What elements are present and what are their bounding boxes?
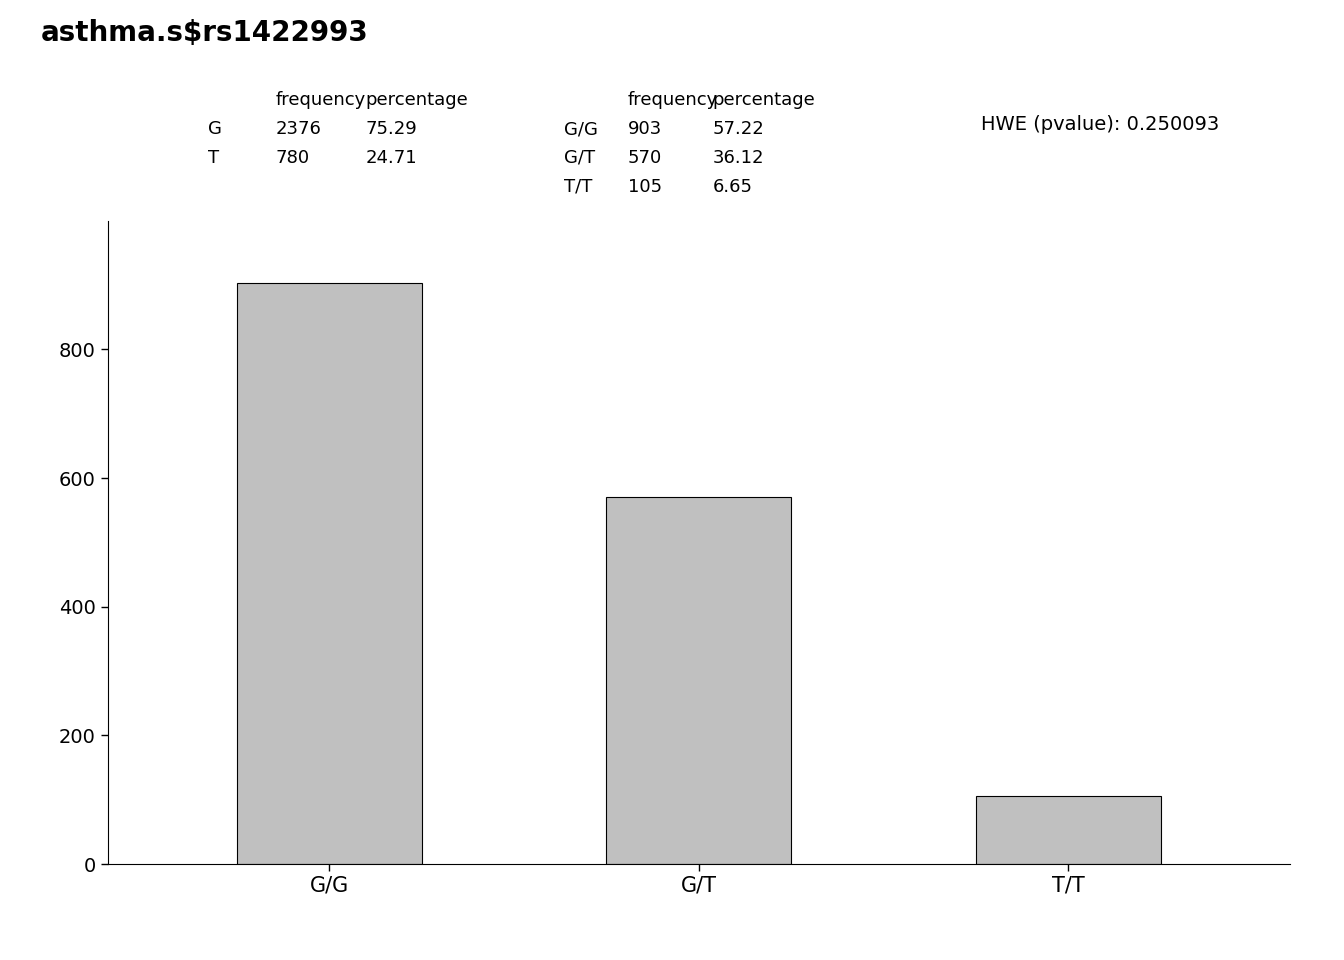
Text: frequency: frequency: [628, 91, 718, 109]
Text: asthma.s$rs1422993: asthma.s$rs1422993: [40, 19, 368, 47]
Text: G/G: G/G: [564, 120, 598, 138]
Bar: [976, 797, 1161, 864]
Text: 75.29: 75.29: [366, 120, 418, 138]
Text: 24.71: 24.71: [366, 149, 417, 167]
Text: 903: 903: [628, 120, 661, 138]
Text: 6.65: 6.65: [712, 178, 753, 196]
Text: 570: 570: [628, 149, 661, 167]
Bar: [606, 497, 792, 864]
Text: G: G: [208, 120, 222, 138]
Text: percentage: percentage: [366, 91, 468, 109]
Text: T/T: T/T: [564, 178, 593, 196]
Text: percentage: percentage: [712, 91, 814, 109]
Text: frequency: frequency: [276, 91, 366, 109]
Text: G/T: G/T: [564, 149, 595, 167]
Bar: [237, 283, 422, 864]
Text: 105: 105: [628, 178, 661, 196]
Text: 36.12: 36.12: [712, 149, 763, 167]
Text: T: T: [208, 149, 219, 167]
Text: 780: 780: [276, 149, 309, 167]
Text: 2376: 2376: [276, 120, 321, 138]
Text: HWE (pvalue): 0.250093: HWE (pvalue): 0.250093: [981, 115, 1219, 134]
Text: 57.22: 57.22: [712, 120, 765, 138]
